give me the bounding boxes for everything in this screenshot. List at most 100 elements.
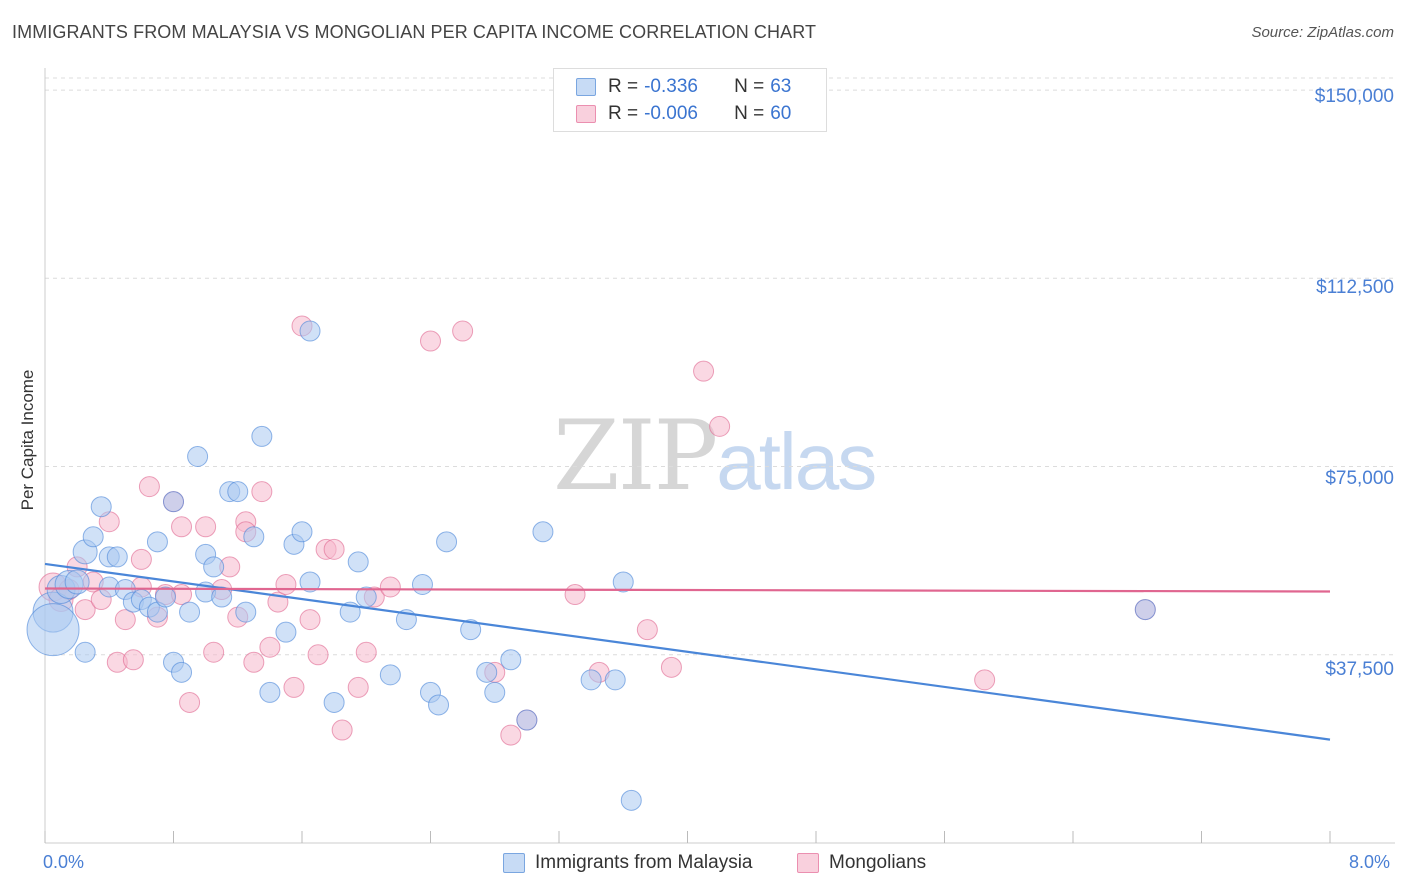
malaysia-point [347, 551, 369, 573]
stat-row-malaysia: R = -0.336 N = 63 [576, 75, 791, 99]
malaysia-point [106, 546, 128, 568]
malaysia-point [275, 621, 297, 643]
malaysia-point [171, 661, 193, 683]
y-tick-label: $75,000 [1325, 468, 1394, 489]
malaysia-point [612, 571, 634, 593]
mongolians-point [500, 724, 522, 746]
mongolians-point [636, 619, 658, 641]
watermark-atlas: atlas [716, 417, 877, 506]
mongolians-point [564, 584, 586, 606]
stat-row-mongolians: R = -0.006 N = 60 [576, 102, 791, 126]
malaysia-point [516, 709, 538, 731]
axes [44, 68, 1395, 844]
malaysia-point [82, 526, 104, 548]
series-swatch-mongolians [576, 105, 596, 123]
r-label: R = [608, 76, 639, 97]
y-tick-label: $150,000 [1314, 86, 1394, 107]
legend-swatch-mongolians [797, 853, 819, 873]
malaysia-point [532, 521, 554, 543]
n-value: 63 [770, 76, 792, 97]
correlation-stats-box: R = -0.336 N = 63 R = -0.006 N = 60 [553, 68, 827, 132]
malaysia-point [146, 531, 168, 553]
malaysia-point [299, 571, 321, 593]
malaysia-point [500, 649, 522, 671]
mongolians-point [379, 576, 401, 598]
source-credit: Source: ZipAtlas.com [1251, 24, 1394, 41]
malaysia-point [251, 425, 273, 447]
mongolians-point [420, 330, 441, 352]
malaysia-point [580, 669, 602, 691]
trend-lines [44, 562, 1331, 741]
mongolians-point [307, 644, 329, 666]
mongolians-point [179, 691, 201, 713]
mongolians-point [974, 669, 996, 691]
legend-swatch-malaysia [503, 853, 525, 873]
n-label: N = [734, 103, 765, 124]
malaysia-point [291, 521, 313, 543]
mongolians-point [452, 320, 474, 342]
malaysia-point [227, 481, 249, 503]
malaysia-point [154, 586, 176, 608]
mongolians-point [130, 548, 152, 570]
n-value: 60 [770, 103, 792, 124]
legend-label: Immigrants from Malaysia [535, 852, 753, 873]
n-label: N = [734, 76, 765, 97]
mongolians-point [709, 415, 731, 437]
mongolians-point [74, 599, 96, 621]
malaysia-point [187, 446, 209, 467]
y-axis-label: Per Capita Income [18, 369, 37, 511]
mongolians-point [122, 649, 144, 671]
malaysia-point [379, 664, 401, 686]
malaysia-point [460, 619, 482, 641]
malaysia-point [299, 320, 321, 342]
watermark-zip: ZIP [553, 400, 718, 512]
r-value: -0.336 [644, 76, 698, 97]
malaysia-points [26, 320, 1156, 811]
mongolians-point [299, 609, 321, 631]
legend-label: Mongolians [829, 852, 927, 873]
malaysia-point [620, 789, 642, 811]
malaysia-point [259, 681, 281, 703]
malaysia-point [235, 601, 257, 623]
mongolians-point [693, 360, 715, 382]
legend-item-mongolians[interactable]: Mongolians [797, 852, 926, 874]
r-value: -0.006 [644, 103, 698, 124]
mongolians-point [275, 573, 297, 595]
mongolians-point [283, 676, 305, 698]
malaysia-point [428, 694, 450, 716]
malaysia-point [26, 603, 80, 657]
malaysia-point [323, 691, 345, 713]
mongolians-point [138, 476, 160, 498]
malaysia-point [74, 641, 96, 663]
malaysia-point [64, 569, 90, 595]
malaysia-point [1134, 599, 1156, 621]
chart-title: IMMIGRANTS FROM MALAYSIA VS MONGOLIAN PE… [12, 22, 817, 42]
malaysia-point [203, 556, 225, 578]
mongolians-point [171, 516, 193, 538]
malaysia-point [163, 491, 184, 513]
grid-lines [45, 77, 1395, 656]
mongolians-point [347, 676, 369, 698]
mongolians-point [355, 641, 377, 663]
malaysia-point [476, 661, 498, 683]
mongolians-point [259, 636, 281, 658]
x-tick-label: 0.0% [43, 852, 85, 872]
legend-item-malaysia[interactable]: Immigrants from Malaysia [503, 852, 753, 874]
zipatlas-watermark: ZIPatlas [553, 400, 877, 512]
mongolians-point [251, 481, 273, 503]
mongolians-point [203, 641, 225, 663]
malaysia-point [179, 601, 201, 623]
y-tick-label: $112,500 [1316, 277, 1394, 298]
x-tick-label: 8.0% [1349, 852, 1391, 872]
series-swatch-malaysia [576, 78, 596, 96]
malaysia-point [604, 669, 626, 691]
malaysia-point [411, 573, 433, 595]
malaysia-point [436, 531, 458, 553]
mongolians-point [243, 651, 265, 673]
malaysia-point [484, 681, 506, 703]
malaysia-point [90, 496, 112, 518]
mongolians-point [660, 656, 682, 678]
r-label: R = [608, 103, 639, 124]
mongolians-trend-line [44, 587, 1331, 593]
